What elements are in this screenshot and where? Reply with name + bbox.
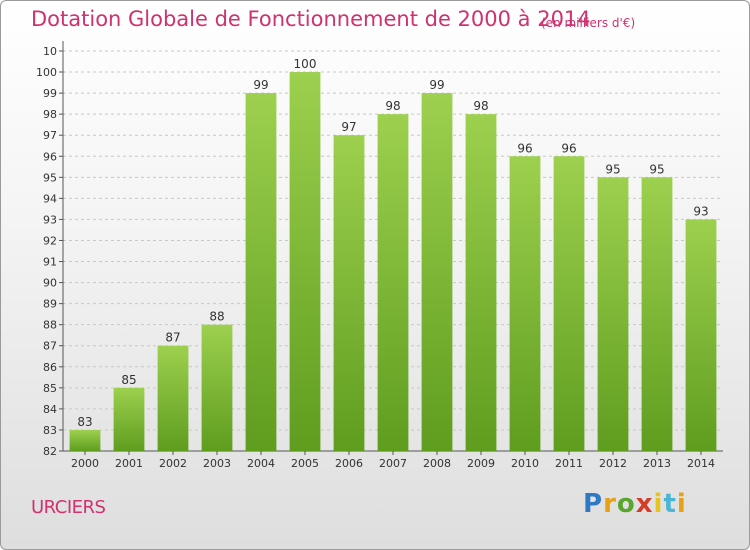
value-label: 98: [385, 99, 400, 113]
bar-2003: [201, 324, 233, 451]
y-tick-label: 10: [43, 45, 57, 58]
value-label: 87: [165, 331, 180, 345]
y-tick-label: 96: [43, 150, 57, 163]
x-tick-label: 2009: [467, 457, 495, 470]
y-tick-label: 99: [43, 87, 57, 100]
value-label: 98: [473, 99, 488, 113]
value-label: 95: [605, 162, 620, 176]
y-tick-label: 82: [43, 445, 57, 458]
bar-2013: [641, 177, 673, 451]
y-tick-label: 92: [43, 234, 57, 247]
y-tick-label: 89: [43, 298, 57, 311]
bar-2006: [333, 135, 365, 452]
x-tick-label: 2013: [643, 457, 671, 470]
chart-title: Dotation Globale de Fonctionnement de 20…: [31, 7, 591, 31]
x-tick-label: 2004: [247, 457, 275, 470]
value-label: 97: [341, 120, 356, 134]
bar-2008: [421, 93, 453, 452]
y-tick-label: 95: [43, 171, 57, 184]
y-tick-label: 83: [43, 424, 57, 437]
y-tick-label: 84: [43, 403, 57, 416]
value-label: 99: [253, 78, 268, 92]
x-tick-label: 2011: [555, 457, 583, 470]
bar-2002: [157, 345, 189, 451]
chart-subtitle: (en milliers d'€): [541, 16, 636, 30]
x-tick-label: 2006: [335, 457, 363, 470]
x-tick-label: 2003: [203, 457, 231, 470]
value-label: 100: [294, 57, 317, 71]
x-tick-label: 2005: [291, 457, 319, 470]
bar-2000: [69, 429, 101, 451]
x-tick-label: 2007: [379, 457, 407, 470]
value-label: 85: [121, 373, 136, 387]
y-tick-label: 86: [43, 361, 57, 374]
y-tick-label: 93: [43, 213, 57, 226]
value-label: 96: [517, 141, 532, 155]
y-tick-label: 97: [43, 129, 57, 142]
x-tick-label: 2002: [159, 457, 187, 470]
y-tick-label: 87: [43, 340, 57, 353]
x-tick-label: 2001: [115, 457, 143, 470]
x-tick-label: 2012: [599, 457, 627, 470]
bar-2004: [245, 93, 277, 452]
x-tick-label: 2000: [71, 457, 99, 470]
y-tick-label: 85: [43, 382, 57, 395]
bar-2005: [289, 72, 321, 451]
y-tick-label: 100: [36, 66, 57, 79]
y-tick-label: 91: [43, 256, 57, 269]
bar-2011: [553, 156, 585, 451]
y-tick-label: 98: [43, 108, 57, 121]
x-tick-label: 2010: [511, 457, 539, 470]
x-tick-label: 2008: [423, 457, 451, 470]
value-label: 88: [209, 310, 224, 324]
bar-2014: [685, 219, 717, 451]
y-tick-label: 90: [43, 277, 57, 290]
y-tick-label: 88: [43, 319, 57, 332]
x-tick-label: 2014: [687, 457, 715, 470]
bar-2012: [597, 177, 629, 451]
value-label: 83: [77, 415, 92, 429]
y-tick-label: 94: [43, 192, 57, 205]
proxiti-logo: Proxiti: [583, 489, 687, 519]
bar-2009: [465, 114, 497, 451]
bar-2010: [509, 156, 541, 451]
value-label: 96: [561, 141, 576, 155]
value-label: 99: [429, 78, 444, 92]
value-label: 93: [693, 204, 708, 218]
bar-2007: [377, 114, 409, 451]
commune-name: URCIERS: [31, 497, 106, 518]
bar-2001: [113, 387, 145, 451]
value-label: 95: [649, 162, 664, 176]
